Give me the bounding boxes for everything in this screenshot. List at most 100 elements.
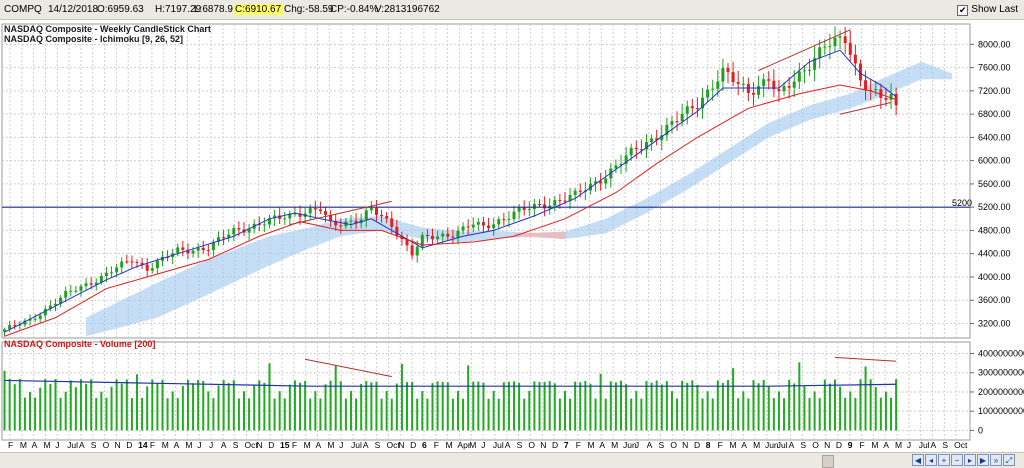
volume-bar [482,382,485,431]
nav-next-icon[interactable]: ▸ [964,454,976,466]
volume-bar [105,397,108,431]
checkbox-icon[interactable]: ✔ [957,5,969,16]
volume-bar [757,383,760,431]
volume-bar [146,386,149,431]
candle-body [808,69,812,71]
low-value: L:6878.99 [194,4,239,15]
scroll-bar[interactable]: ◀ ◂ + − ▸ ▶ » ⤢ [0,452,1024,468]
candle-body [599,181,603,184]
volume-bar [599,373,602,431]
candle-body [385,216,389,219]
x-tick-label: 9 [848,440,853,450]
candle-body [64,290,68,298]
x-tick-label: A [221,440,227,450]
x-tick-label: 15 [280,440,290,450]
volume-bar [436,381,439,431]
x-tick-label: M [469,440,476,450]
volume-bar [650,382,653,431]
candle-body [451,236,455,238]
y-tick-label: 3000000000 [978,368,1024,378]
x-tick-label: S [658,440,664,450]
volume-bar [79,379,82,431]
volume-bar [828,383,831,431]
volume-bar [54,379,57,431]
candle-body [227,234,231,238]
candle-body [364,210,368,220]
volume-bar [727,380,729,431]
candle-body [140,262,144,265]
volume-bar [574,381,577,431]
zoom-in-icon[interactable]: + [938,454,950,466]
high-value: H:7197.29 [155,4,202,15]
candle-body [18,324,22,326]
volume-bar [548,381,551,431]
volume-bar [676,398,679,431]
volume-bar [456,391,459,431]
candle-body [28,319,32,321]
price-trendline [758,29,851,71]
volume-bar [237,398,240,431]
y-tick-label: 4800.00 [978,225,1011,235]
y-tick-label: 5600.00 [978,179,1011,189]
show-last-toggle[interactable]: ✔ Show Last [957,4,1018,16]
candle-body [43,308,47,316]
volume-bar [533,381,536,431]
volume-bar [263,382,266,431]
volume-bar [59,397,62,431]
nav-last-icon[interactable]: ▶ [977,454,989,466]
volume-bar [232,380,235,431]
scroll-right-icon[interactable]: » [990,454,1002,466]
volume-bar [370,382,373,431]
volume-bar [441,381,444,431]
volume-bar [813,391,816,431]
candle-body [731,72,735,83]
scroll-thumb[interactable] [822,455,834,468]
candle-body [492,224,496,229]
volume-bar [385,391,388,431]
x-tick-label: J [55,440,59,450]
volume-bar [329,380,332,431]
volume-bar [767,385,770,431]
x-tick-label: Jul [67,440,78,450]
candle-body [823,46,827,48]
zoom-out-icon[interactable]: − [951,454,963,466]
volume-bar [278,391,281,431]
volume-bar [762,379,765,431]
candle-body [782,86,786,92]
volume-bar [324,384,327,431]
nav-prev-icon[interactable]: ◂ [925,454,937,466]
candle-body [293,213,297,215]
nav-first-icon[interactable]: ◀ [912,454,924,466]
volume-bar [864,366,867,431]
info-bar: COMPQ 14/12/2018 O:6959.63 H:7197.29 L:6… [0,0,1024,20]
price-panel-frame [1,23,971,339]
volume-bar [884,391,887,431]
volume-bar [614,382,617,431]
volume-bar [44,379,47,431]
fit-icon[interactable]: ⤢ [1003,454,1015,466]
volume-value: V:2813196762 [375,4,440,15]
volume-bar [23,397,26,431]
volume-bar [426,398,429,431]
candle-body [380,214,384,217]
x-tick-label: Jul [919,440,930,450]
volume-bar [375,381,378,431]
candle-body [864,80,868,91]
volume-bar [49,383,52,431]
volume-bar [594,398,597,431]
volume-bar [115,379,118,431]
candle-body [461,226,465,231]
volume-bar [737,398,740,431]
volume-bar [752,380,755,431]
candle-body [313,208,317,210]
candle-body [201,247,205,251]
volume-bar [222,380,225,431]
x-tick-label: 8 [706,440,711,450]
volume-bar [299,382,302,431]
volume-bar [319,398,322,431]
volume-bar [849,391,852,431]
candle-body [736,82,740,84]
cloud-area-bearish [514,231,565,240]
x-tick-label: J [339,440,343,450]
